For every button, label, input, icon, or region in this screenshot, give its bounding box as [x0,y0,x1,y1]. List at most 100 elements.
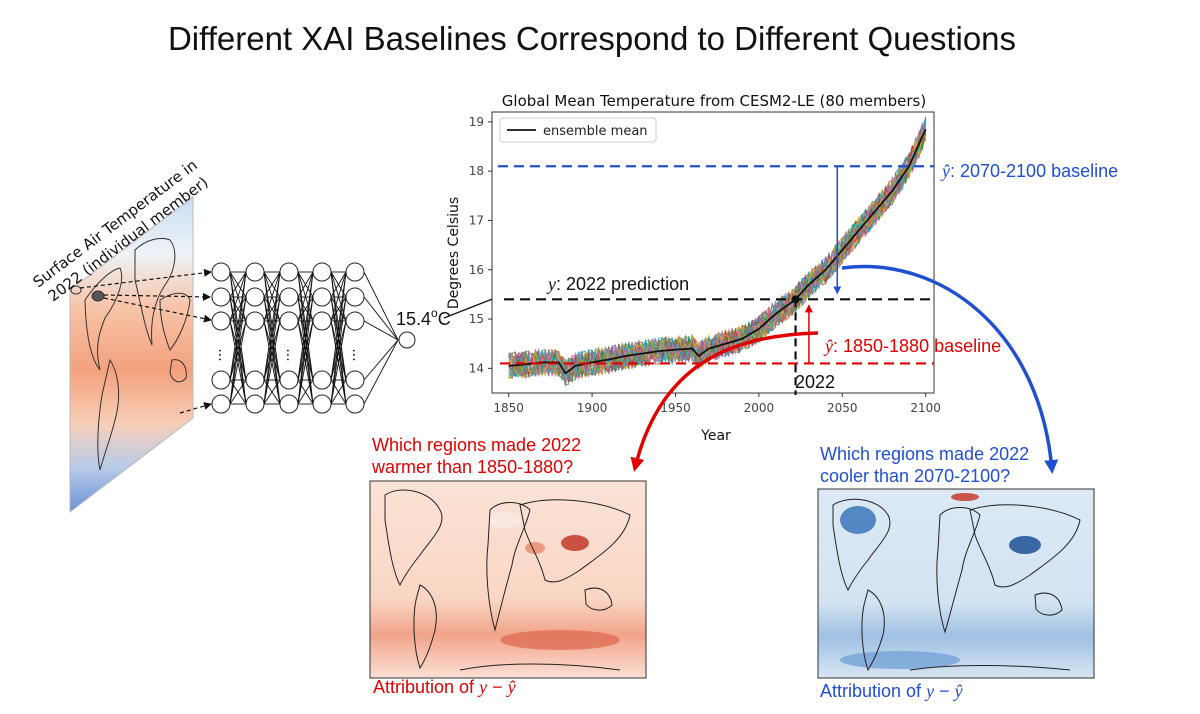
network-edge [263,320,281,405]
network-edge [330,271,347,405]
cold-baseline-var: ŷ [823,336,833,356]
network-ellipsis: ... [349,348,365,361]
attr-y: y [477,677,487,697]
cool-spot [487,512,523,528]
network-node [279,262,299,282]
cold-baseline-text: : 1850-1880 baseline [833,336,1001,356]
slide-title: Different XAI Baselines Correspond to Di… [168,20,1016,57]
network-node [211,311,231,331]
prediction-year-label: 2022 [795,372,835,392]
neural-network [211,262,416,414]
attr-minus: − [487,677,508,697]
network-edge [297,271,314,322]
network-output-value: 15.4oC [396,306,451,329]
network-node [279,311,299,331]
network-output-node [398,331,416,349]
network-node [345,262,365,282]
blue-attribution-label: Attribution of y − ŷ [820,681,963,701]
network-edge [263,271,281,298]
network-node [245,370,265,390]
x-tick-label: 1850 [493,401,524,415]
input-map [69,195,194,514]
chart-ylabel: Degrees Celsius [446,197,462,309]
network-edge [229,320,247,405]
network-edge [297,320,314,405]
network-edge [263,271,281,381]
output-unit: C [438,309,451,329]
network-edge [263,271,281,322]
x-tick-label: 2100 [910,401,941,415]
network-node [279,394,299,414]
y-tick-label: 18 [469,164,484,178]
output-to-chart-arrow [443,294,501,319]
red-attribution-label: Attribution of y − ŷ [373,677,516,697]
input-arrows [79,268,212,414]
network-edge [229,271,247,298]
baseline-overlay [498,165,934,395]
network-node [245,311,265,331]
network-node [345,311,365,331]
output-degree: o [431,306,438,320]
network-edge [263,296,281,405]
network-edges [229,271,399,405]
prediction-point [791,295,800,304]
blue-curved-arrow [841,264,1059,474]
input-sample-point [91,290,105,302]
attr-y: y [924,681,934,701]
network-node [211,370,231,390]
network-node [211,262,231,282]
network-edge [229,271,247,381]
network-edge [330,271,347,322]
warm-attribution-map [369,480,647,679]
input-sample-point [70,285,82,295]
network-edge [363,320,399,341]
network-node [345,287,365,307]
network-edge [330,379,347,405]
coldspot [840,506,876,534]
network-edge [297,296,314,322]
network-ellipsis: ... [283,348,299,361]
y-tick-label: 15 [469,312,484,326]
network-edge [297,271,314,381]
legend-label: ensemble mean [543,124,648,139]
temperature-chart: Global Mean Temperature from CESM2-LE (8… [446,92,941,444]
network-node [312,262,332,282]
network-edge [363,271,399,341]
ensemble-mean-line [508,128,927,375]
hotspot [525,542,545,554]
network-edge [229,271,247,322]
output-number: 15.4 [396,309,431,329]
ensemble-member-line [508,128,927,379]
network-ellipsis: ... [215,348,231,361]
chart-xlabel: Year [700,428,731,444]
warm-baseline-text: : 2070-2100 baseline [950,161,1118,181]
network-edge [229,296,247,322]
attr-yhat: ŷ [953,681,963,701]
red-question-line2: warmer than 1850-1880? [371,457,573,477]
chart-legend: ensemble mean [499,117,657,143]
network-node [245,262,265,282]
network-edge [330,296,347,405]
network-node [312,394,332,414]
network-edge [363,296,399,341]
network-edge [263,271,281,405]
network-edge [330,320,347,405]
network-edge [363,339,399,405]
network-edge [297,379,314,405]
network-node [279,287,299,307]
network-edge [297,271,314,298]
y-tick-label: 16 [469,263,484,277]
attr-prefix: Attribution of [373,677,479,697]
x-tick-label: 2000 [744,401,775,415]
x-tick-label: 1950 [660,401,691,415]
attr-yhat: ŷ [506,677,516,697]
network-edge [297,271,314,405]
network-edge [330,271,347,298]
prediction-label: y: 2022 prediction [546,274,689,294]
network-node [312,370,332,390]
hotspot [561,535,589,551]
red-question-line1: Which regions made 2022 [372,435,581,455]
warm-baseline-label: ŷ: 2070-2100 baseline [940,161,1118,181]
